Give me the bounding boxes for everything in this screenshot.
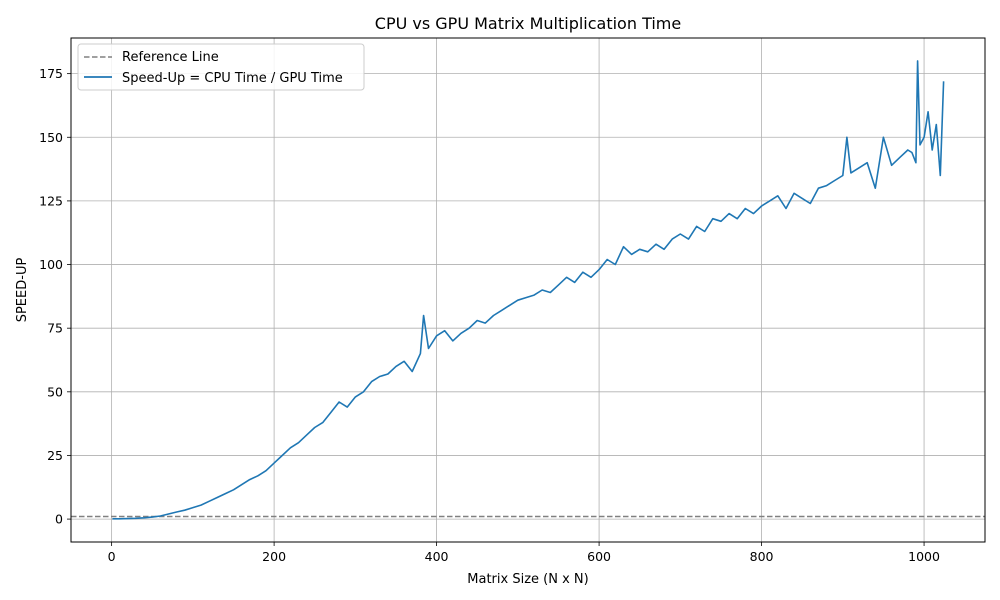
y-tick-label: 50 [47,384,63,399]
y-tick-label: 25 [47,448,63,463]
legend-box [77,43,365,91]
series-line-speed-up [112,60,945,520]
x-tick-label: 800 [750,549,774,564]
y-tick-label: 0 [55,512,63,527]
plot-frame [70,37,986,543]
ticks: 0 200 400 600 800 1000 0 25 50 75 100 125 150 175 [39,66,940,564]
x-tick-label: 400 [425,549,449,564]
y-tick-label: 100 [39,257,63,272]
grid [71,38,985,542]
x-tick-label: 1000 [908,549,940,564]
y-axis-label: SPEED-UP [15,258,30,323]
chart-title: CPU vs GPU Matrix Multiplication Time [375,14,681,33]
y-tick-label: 175 [39,66,63,81]
x-axis-label: Matrix Size (N x N) [467,572,588,587]
legend-label-reference-line: Reference Line [122,50,219,65]
x-tick-label: 0 [108,549,116,564]
y-tick-label: 125 [39,193,63,208]
x-tick-label: 600 [587,549,611,564]
y-tick-label: 150 [39,130,63,145]
legend-label-speed-up: Speed-Up = CPU Time / GPU Time [122,71,343,86]
y-tick-label: 75 [47,321,63,336]
series-layer [112,60,945,520]
x-tick-label: 200 [262,549,286,564]
legend: Reference Line Speed-Up = CPU Time / GPU… [77,43,365,91]
